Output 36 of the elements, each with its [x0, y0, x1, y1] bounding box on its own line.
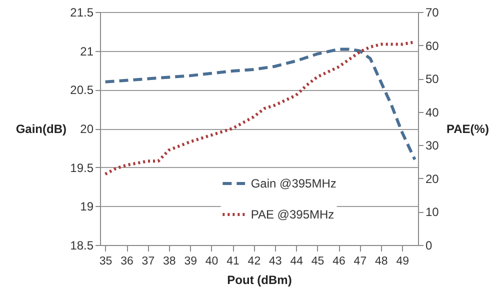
y2-tick-label: 70 [426, 6, 440, 20]
y2-tick-label: 10 [426, 205, 440, 220]
y2-tick-label: 40 [426, 105, 440, 120]
line-series [104, 48, 416, 162]
y-tick-label: 20 [80, 122, 94, 136]
x-tick-label: 35 [99, 256, 112, 268]
y2-tick-label: 50 [426, 72, 440, 86]
x-tick-label: 47 [354, 256, 367, 268]
y2-tick-label: 30 [426, 138, 440, 153]
x-tick-label: 46 [332, 256, 346, 268]
x-tick-label: 49 [396, 256, 409, 268]
x-axis-title: Pout (dBm) [227, 273, 292, 287]
x-tick-label: 44 [290, 256, 304, 268]
x-tick-label: 42 [248, 256, 261, 268]
x-tick-label: 41 [226, 256, 240, 268]
y-tick-label: 21.5 [70, 6, 94, 20]
y2-tick-label: 20 [426, 172, 440, 186]
y-axis-title: Gain(dB) [16, 122, 66, 136]
x-tick-label: 48 [375, 256, 388, 268]
x-tick-label: 37 [142, 256, 155, 268]
y-tick-label: 19 [80, 200, 94, 214]
x-tick-label: 40 [205, 256, 218, 268]
y-tick-label: 20.5 [70, 83, 94, 98]
y-tick-label: 21 [80, 44, 94, 58]
y2-tick-label: 60 [426, 38, 440, 53]
y-tick-label: 18.5 [70, 238, 94, 252]
legend-label: Gain @395MHz [250, 176, 336, 190]
x-tick-label: 43 [269, 256, 282, 268]
y-tick-label: 19.5 [70, 160, 94, 175]
x-tick-label: 39 [184, 256, 197, 268]
y2-axis-title: PAE(%) [446, 122, 489, 136]
x-tick-label: 45 [311, 256, 324, 268]
y2-tick-label: 0 [426, 238, 432, 252]
x-tick-label: 38 [163, 256, 176, 268]
legend-label: PAE @395MHz [250, 207, 334, 222]
x-tick-label: 36 [120, 256, 134, 268]
